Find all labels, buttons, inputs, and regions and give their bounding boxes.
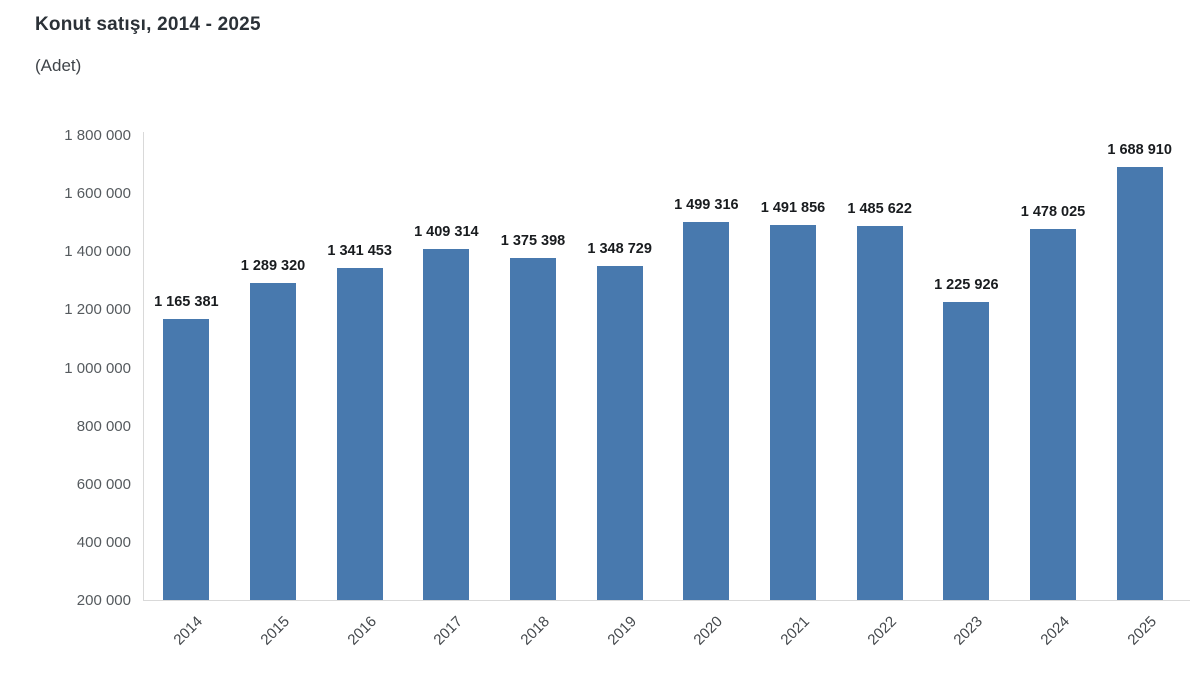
y-axis-tick-label: 400 000: [76, 533, 131, 551]
bar[interactable]: [163, 319, 210, 600]
y-axis-tick-label: 1 200 000: [64, 301, 131, 319]
bar-value-label: 1 289 320: [240, 258, 306, 275]
bar-value-label: 1 341 453: [327, 243, 392, 260]
bar[interactable]: [1030, 228, 1076, 600]
bar-value-label: 1 491 856: [760, 199, 826, 216]
x-axis-tick-label: 2016: [344, 613, 380, 649]
y-axis-tick-label: 200 000: [76, 592, 131, 609]
x-axis-tick-label: 2014: [170, 613, 207, 649]
x-axis-tick-label: 2024: [1037, 613, 1074, 649]
bar[interactable]: [423, 248, 470, 600]
bar-value-label: 1 375 398: [500, 233, 566, 250]
bar[interactable]: [250, 283, 296, 600]
bar[interactable]: [336, 268, 383, 600]
bar-value-label: 1 499 316: [674, 197, 739, 214]
y-axis-tick-label: 800 000: [76, 417, 131, 435]
bar[interactable]: [943, 301, 990, 600]
x-axis-tick-label: 2025: [1124, 613, 1160, 649]
x-axis-tick-label: 2019: [604, 613, 640, 649]
bar-value-label: 1 225 926: [934, 276, 999, 293]
bar[interactable]: [510, 258, 556, 600]
bar[interactable]: [856, 226, 903, 600]
y-axis-tick-label: 1 000 000: [64, 359, 131, 377]
y-axis-tick-label: 1 800 000: [64, 127, 131, 144]
bar-value-label: 1 409 314: [414, 223, 479, 240]
x-axis-tick-label: 2023: [950, 613, 987, 649]
y-axis-tick-label: 1 600 000: [64, 185, 131, 203]
chart-title: Konut satışı, 2014 - 2025: [35, 14, 261, 35]
y-axis-line: [143, 132, 144, 600]
bar-value-label: 1 485 622: [847, 201, 912, 218]
bar-value-label: 1 348 729: [587, 241, 652, 258]
x-axis-tick-label: 2015: [257, 613, 294, 649]
bar[interactable]: [596, 266, 643, 600]
chart-subtitle: (Adet): [35, 56, 82, 75]
y-axis-tick-label: 1 400 000: [64, 243, 131, 261]
x-axis-tick-label: 2022: [864, 613, 900, 649]
x-axis-tick-label: 2021: [777, 613, 814, 649]
x-axis-line: [143, 600, 1190, 601]
bar[interactable]: [1116, 167, 1163, 600]
bar-value-label: 1 478 025: [1020, 203, 1086, 220]
bar[interactable]: [683, 222, 730, 600]
bar-value-label: 1 165 381: [154, 294, 219, 311]
bar-value-label: 1 688 910: [1107, 142, 1172, 159]
x-axis-tick-label: 2020: [690, 613, 727, 649]
y-axis-tick-label: 600 000: [76, 475, 131, 493]
bar[interactable]: [770, 224, 816, 600]
x-axis-tick-label: 2018: [517, 613, 554, 649]
x-axis-tick-label: 2017: [430, 613, 467, 649]
